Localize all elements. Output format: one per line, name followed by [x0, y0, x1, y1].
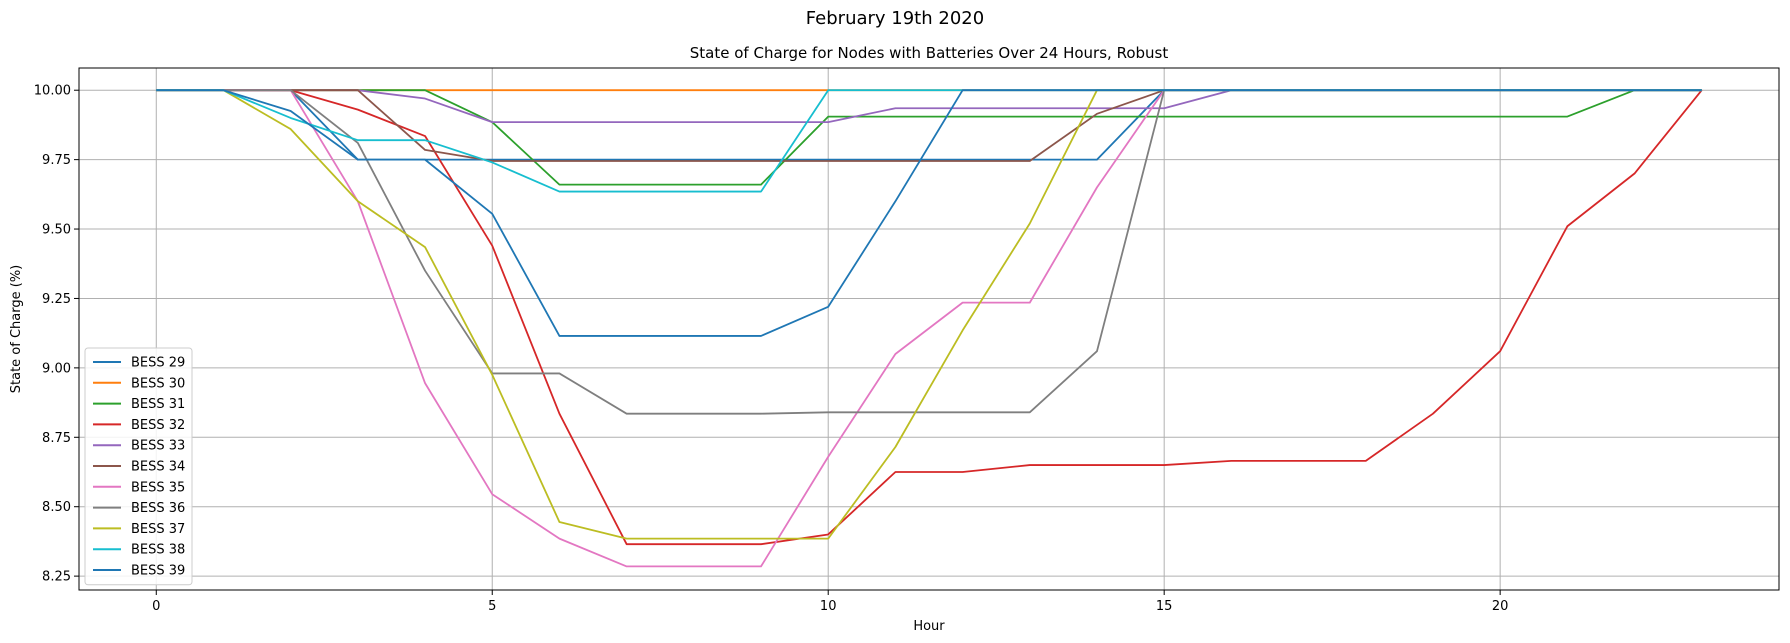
- x-tick-label: 5: [488, 599, 496, 614]
- legend-entry-label: BESS 31: [131, 397, 185, 412]
- legend-entry-label: BESS 29: [131, 356, 185, 371]
- legend-entry-label: BESS 35: [131, 480, 185, 495]
- legend: BESS 29 BESS 30 BESS 31 BESS 32 BESS 33 BESS …: [84, 347, 193, 586]
- x-tick-label: 20: [1492, 599, 1509, 614]
- legend-entry-label: BESS 33: [131, 439, 185, 454]
- chart-suptitle: February 19th 2020: [806, 8, 984, 29]
- series-line-bess-39: [156, 89, 1702, 337]
- legend-entry-label: BESS 38: [131, 543, 185, 558]
- y-tick-label: 9.50: [42, 223, 71, 238]
- series-line-bess-36: [156, 89, 1702, 415]
- series-line-bess-34: [156, 89, 1702, 162]
- y-tick-label: 9.75: [42, 153, 71, 168]
- series-line-bess-32: [156, 89, 1703, 546]
- series-lines: [156, 89, 1703, 568]
- legend-entry-label: BESS 30: [131, 376, 185, 391]
- x-axis-label: Hour: [913, 619, 945, 634]
- legend-entry-label: BESS 39: [131, 564, 185, 579]
- y-tick-label: 8.50: [42, 500, 71, 515]
- series-line-bess-29: [156, 89, 1702, 161]
- series-line-bess-38: [156, 89, 1702, 193]
- y-axis-ticks: 8.25 8.50 8.75 9.00 9.25 9.50 9.75 10.00: [34, 84, 79, 585]
- chart-title: State of Charge for Nodes with Batteries…: [690, 44, 1169, 62]
- legend-entry-label: BESS 36: [131, 501, 185, 516]
- legend-entry-label: BESS 32: [131, 418, 185, 433]
- y-axis-label: State of Charge (%): [9, 265, 24, 393]
- x-tick-label: 15: [1156, 599, 1173, 614]
- plot-area-frame: [78, 67, 1780, 591]
- y-tick-label: 10.00: [34, 84, 71, 99]
- series-line-bess-31: [156, 89, 1702, 186]
- y-tick-label: 9.00: [42, 361, 71, 376]
- legend-entry-label: BESS 34: [131, 460, 185, 475]
- x-axis-ticks: 0 5 10 15 20: [152, 590, 1508, 614]
- y-tick-label: 8.25: [42, 570, 71, 585]
- y-tick-label: 8.75: [42, 431, 71, 446]
- legend-entry-label: BESS 37: [131, 522, 185, 537]
- x-tick-label: 0: [152, 599, 160, 614]
- y-tick-label: 9.25: [42, 292, 71, 307]
- x-tick-label: 10: [820, 599, 837, 614]
- legend-frame: [84, 347, 193, 586]
